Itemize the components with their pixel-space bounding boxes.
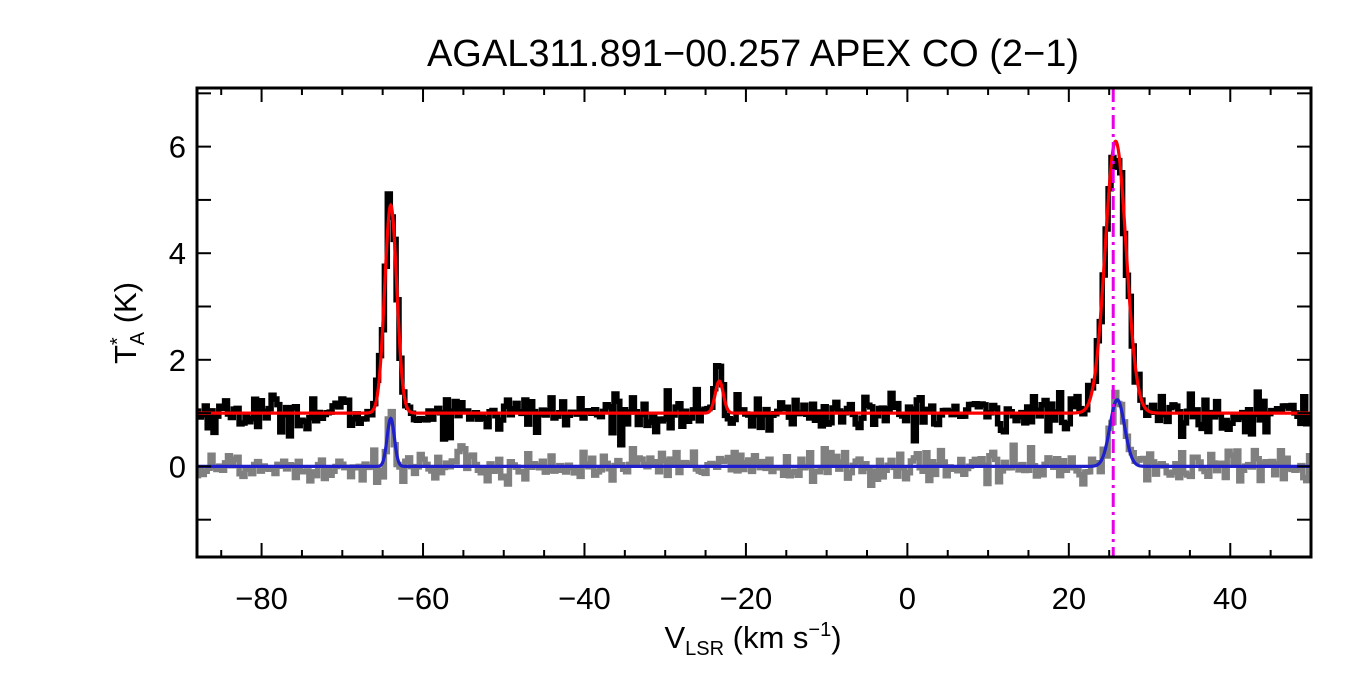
x-axis-label-sup: −1 xyxy=(808,619,831,641)
y-axis-label-sub: A xyxy=(127,331,149,345)
x-axis-label: VLSR (km s−1) xyxy=(664,619,841,660)
series-3-fit xyxy=(197,398,1311,468)
x-axis-label-rest: (km s xyxy=(724,620,808,655)
y-axis-label-main: T xyxy=(108,345,143,364)
x-tick-label: −80 xyxy=(235,581,288,616)
series-layer xyxy=(197,139,1311,489)
series-1-fit xyxy=(197,139,1311,415)
x-tick-label: −60 xyxy=(397,581,450,616)
tick-layer xyxy=(197,88,1312,557)
x-tick-label: −40 xyxy=(558,581,611,616)
x-tick-label: −20 xyxy=(720,581,773,616)
x-axis-label-sub: LSR xyxy=(685,638,724,660)
x-tick-label: 20 xyxy=(1052,581,1086,616)
y-tick-label: 4 xyxy=(169,236,186,271)
y-tick-label: 0 xyxy=(169,449,186,484)
y-axis-label: T*A (K) xyxy=(107,282,149,364)
y-axis-label-rest: (K) xyxy=(108,282,143,332)
y-axis-label-sup: * xyxy=(107,337,129,345)
chart-title: AGAL311.891−00.257 APEX CO (2−1) xyxy=(427,33,1079,75)
x-tick-label: 40 xyxy=(1213,581,1247,616)
series-0-spectrum xyxy=(197,154,1311,448)
y-tick-labels: 0 2 4 6 xyxy=(169,130,186,485)
x-tick-labels: −80 −60 −40 −20 0 20 40 xyxy=(235,581,1247,616)
y-tick-label: 6 xyxy=(169,130,186,165)
x-tick-label: 0 xyxy=(899,581,916,616)
y-tick-label: 2 xyxy=(169,343,186,378)
plot-frame xyxy=(195,86,1313,559)
x-axis-label-main: V xyxy=(664,620,685,655)
x-axis-label-close: ) xyxy=(831,620,841,655)
